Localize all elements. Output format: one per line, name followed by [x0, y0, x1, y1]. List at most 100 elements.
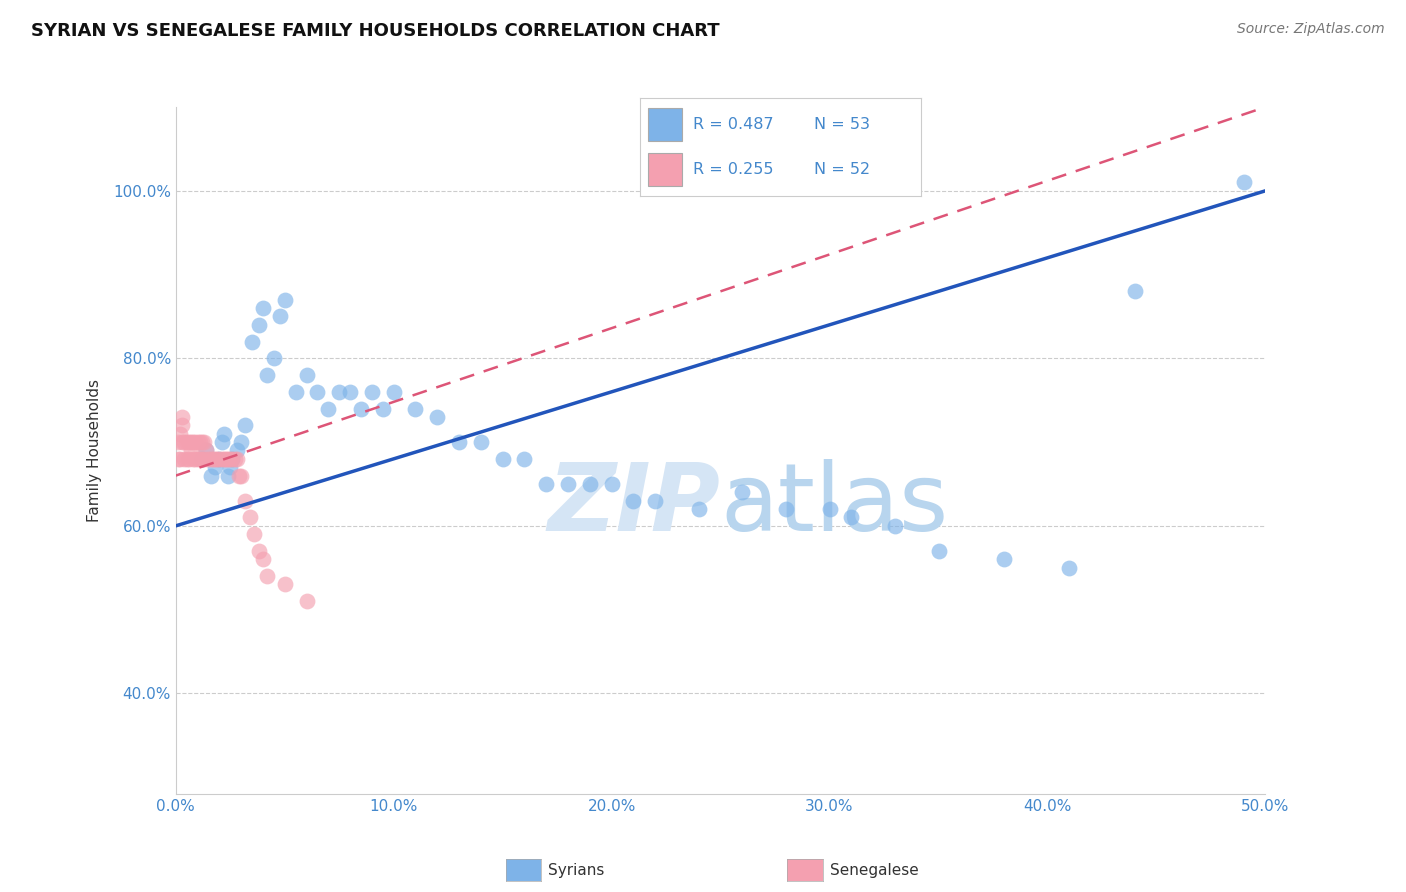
Point	[307, 384, 329, 399]
Point	[186, 435, 209, 450]
Text: R = 0.255: R = 0.255	[693, 162, 773, 178]
Point	[731, 485, 754, 500]
Point	[295, 368, 318, 382]
Point	[221, 451, 243, 466]
Point	[172, 435, 194, 450]
Point	[470, 435, 492, 450]
Point	[197, 451, 219, 466]
Point	[644, 493, 666, 508]
Y-axis label: Family Households: Family Households	[87, 379, 101, 522]
Point	[186, 451, 209, 466]
Point	[928, 544, 950, 558]
Point	[188, 451, 211, 466]
Point	[173, 435, 195, 450]
Text: Syrians: Syrians	[548, 863, 605, 878]
Point	[176, 435, 198, 450]
Point	[181, 435, 204, 450]
Point	[350, 401, 373, 416]
Point	[405, 401, 427, 416]
Point	[193, 435, 215, 450]
Point	[169, 451, 191, 466]
Point	[172, 409, 194, 424]
Point	[1123, 285, 1146, 299]
Point	[688, 502, 710, 516]
Point	[172, 418, 194, 433]
Point	[195, 443, 218, 458]
Point	[200, 468, 222, 483]
Point	[224, 451, 246, 466]
Point	[221, 451, 243, 466]
Point	[211, 435, 233, 450]
Point	[208, 451, 231, 466]
Point	[201, 451, 224, 466]
Point	[195, 443, 218, 458]
Point	[263, 351, 285, 366]
Text: Source: ZipAtlas.com: Source: ZipAtlas.com	[1237, 22, 1385, 37]
Point	[252, 552, 274, 566]
Point	[169, 426, 191, 441]
Point	[204, 451, 226, 466]
Point	[239, 510, 262, 524]
Point	[205, 451, 228, 466]
Point	[217, 468, 239, 483]
Text: ZIP: ZIP	[548, 459, 721, 551]
Point	[269, 310, 291, 324]
Point	[235, 493, 257, 508]
Point	[579, 477, 602, 491]
Point	[167, 451, 190, 466]
Point	[167, 435, 190, 450]
Point	[173, 451, 195, 466]
Point	[176, 451, 198, 466]
Point	[243, 527, 266, 541]
Text: Senegalese: Senegalese	[830, 863, 918, 878]
Point	[180, 443, 202, 458]
Point	[339, 384, 361, 399]
Point	[492, 451, 515, 466]
Point	[200, 451, 222, 466]
Point	[191, 451, 214, 466]
Point	[204, 460, 226, 475]
FancyBboxPatch shape	[648, 153, 682, 186]
Point	[1057, 560, 1080, 574]
Point	[274, 293, 297, 307]
Point	[371, 401, 394, 416]
Point	[240, 334, 263, 349]
Point	[235, 418, 257, 433]
Text: atlas: atlas	[721, 459, 949, 551]
Point	[426, 409, 449, 424]
Point	[191, 435, 214, 450]
Point	[447, 435, 470, 450]
Point	[274, 577, 297, 591]
Point	[211, 451, 233, 466]
Point	[219, 451, 242, 466]
Point	[184, 451, 207, 466]
Point	[557, 477, 579, 491]
Point	[180, 435, 202, 450]
Point	[841, 510, 863, 524]
Text: R = 0.487: R = 0.487	[693, 117, 773, 132]
Point	[228, 468, 250, 483]
Point	[256, 368, 278, 382]
Point	[513, 451, 536, 466]
Point	[225, 451, 247, 466]
Point	[191, 451, 214, 466]
Point	[188, 435, 211, 450]
Point	[217, 451, 239, 466]
Point	[621, 493, 644, 508]
Text: SYRIAN VS SENEGALESE FAMILY HOUSEHOLDS CORRELATION CHART: SYRIAN VS SENEGALESE FAMILY HOUSEHOLDS C…	[31, 22, 720, 40]
Point	[184, 435, 207, 450]
Text: N = 53: N = 53	[814, 117, 870, 132]
Point	[215, 451, 238, 466]
Point	[212, 426, 235, 441]
Point	[775, 502, 797, 516]
Point	[247, 544, 270, 558]
Point	[177, 435, 200, 450]
FancyBboxPatch shape	[648, 108, 682, 141]
Point	[193, 451, 215, 466]
Point	[295, 594, 318, 608]
Point	[256, 569, 278, 583]
Point	[884, 519, 907, 533]
Point	[252, 301, 274, 315]
Point	[208, 451, 231, 466]
Point	[247, 318, 270, 332]
